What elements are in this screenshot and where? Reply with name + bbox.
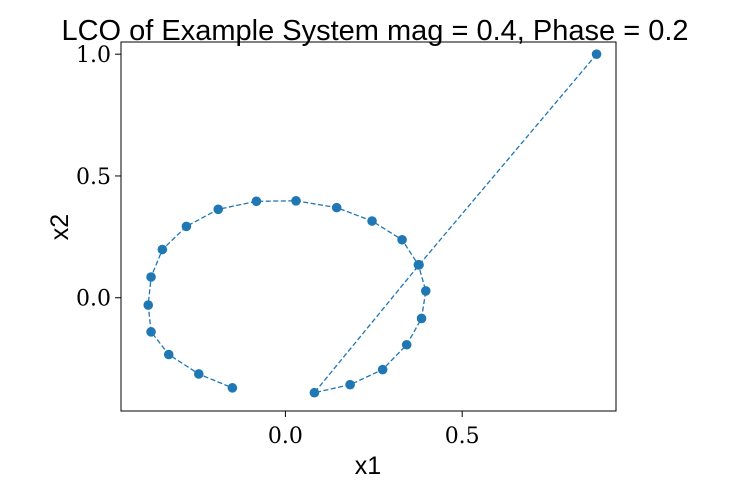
data-point	[227, 383, 238, 393]
data-point	[416, 313, 427, 324]
data-point	[143, 300, 154, 310]
data-point	[377, 364, 388, 375]
data-point	[345, 379, 355, 390]
y-tick-label: 0.5	[76, 165, 111, 190]
x-tick-label: 0.0	[268, 424, 303, 449]
data-point	[181, 221, 192, 232]
series-markers	[143, 49, 602, 398]
data-point	[193, 369, 204, 379]
data-point	[367, 216, 377, 226]
y-tick-label: 1.0	[76, 43, 111, 68]
data-point	[291, 196, 301, 206]
data-point	[146, 327, 156, 337]
data-point	[413, 260, 424, 270]
plot-frame	[120, 41, 617, 412]
data-point	[251, 196, 262, 207]
x-axis: 0.0 0.5	[268, 411, 480, 449]
data-point	[163, 349, 174, 360]
y-axis-label: x2	[46, 214, 74, 240]
data-point	[331, 202, 342, 213]
y-tick-label: 0.0	[76, 287, 111, 312]
data-point	[309, 387, 320, 398]
data-point	[397, 234, 407, 245]
data-point	[213, 204, 224, 215]
data-point	[591, 49, 602, 59]
x-axis-label: x1	[355, 452, 381, 480]
data-point	[401, 339, 412, 350]
y-axis: 0.0 0.5 1.0	[76, 43, 121, 312]
data-point	[146, 272, 156, 282]
data-point	[420, 286, 431, 296]
data-point	[157, 244, 168, 255]
x-tick-label: 0.5	[445, 424, 480, 449]
